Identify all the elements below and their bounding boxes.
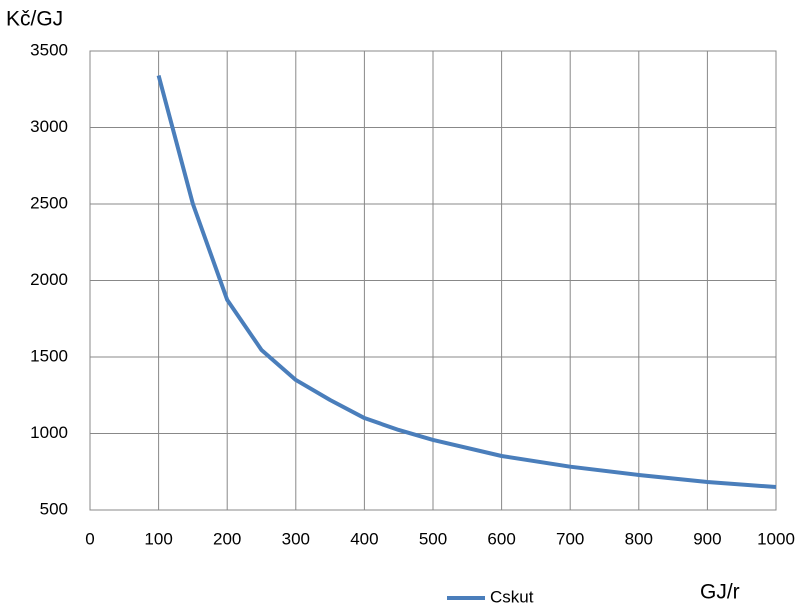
x-tick-label: 700: [556, 529, 584, 548]
x-tick-label: 1000: [757, 529, 795, 548]
x-tick-label: 900: [693, 529, 721, 548]
y-tick-label: 2500: [30, 193, 68, 212]
x-tick-label: 200: [213, 529, 241, 548]
x-tick-label: 400: [350, 529, 378, 548]
y-axis-title: Kč/GJ: [6, 8, 63, 31]
x-tick-label: 500: [419, 529, 447, 548]
y-tick-label: 3000: [30, 117, 68, 136]
data-line: [156, 74, 777, 490]
x-tick-label: 800: [625, 529, 653, 548]
x-tick-label: 300: [282, 529, 310, 548]
y-tick-label: 1500: [30, 346, 68, 365]
x-axis-title: GJ/r: [700, 581, 740, 604]
y-tick-label: 500: [40, 499, 68, 518]
y-tick-label: 3500: [30, 40, 68, 59]
plot-frame: [89, 50, 777, 511]
x-tick-label: 0: [85, 529, 94, 548]
y-tick-label: 2000: [30, 270, 68, 289]
legend-label: Cskut: [490, 587, 534, 606]
x-tick-label: 600: [487, 529, 515, 548]
y-tick-label: 1000: [30, 423, 68, 442]
x-tick-label: 100: [144, 529, 172, 548]
